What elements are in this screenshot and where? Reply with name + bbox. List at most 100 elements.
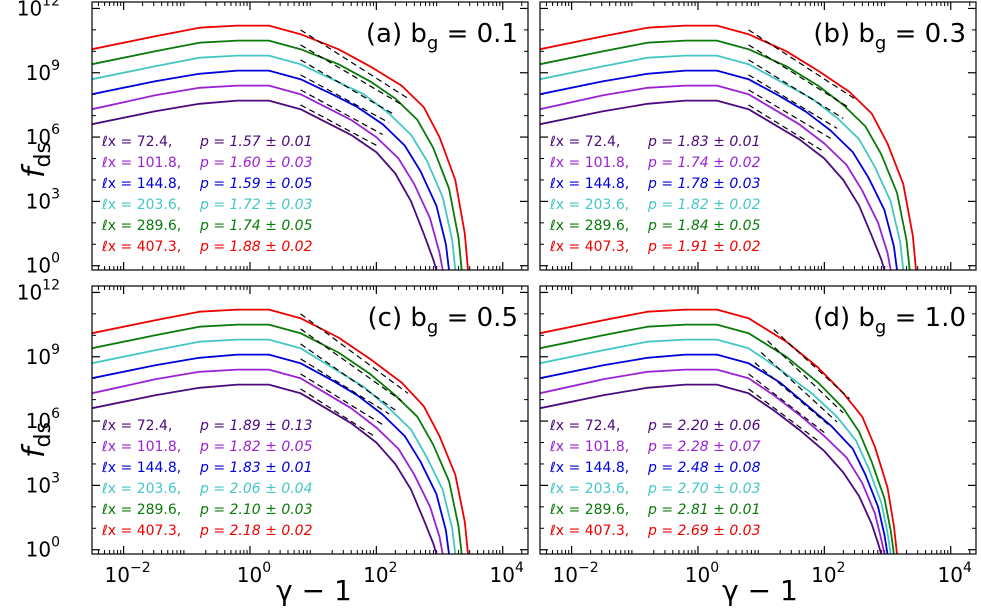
fit-line-lx-72.4 xyxy=(300,388,377,439)
x-tick-exp: 4 xyxy=(963,560,972,576)
y-tick-exp: 12 xyxy=(42,277,60,293)
annotation-lx-407.3: ℓx = 407.3, xyxy=(549,523,629,539)
annotation-lx-72.4: ℓx = 72.4, xyxy=(101,134,172,150)
x-tick-exp: −2 xyxy=(130,560,151,576)
series-line-lx-72.4 xyxy=(92,383,438,554)
annotation-p-144.8: p = 1.78 ± 0.03 xyxy=(647,176,761,192)
x-tick-base: 10 xyxy=(490,563,515,587)
annotation-p-144.8: p = 1.59 ± 0.05 xyxy=(199,176,313,192)
annotation-p-289.6: p = 2.10 ± 0.03 xyxy=(199,502,313,518)
x-tick-base: 10 xyxy=(105,563,130,587)
axes-frame xyxy=(539,1,977,271)
annotation-lx-101.8: ℓx = 101.8, xyxy=(101,155,181,171)
x-tick-label: 102 xyxy=(363,560,397,587)
axes-frame xyxy=(91,285,529,555)
panel-title-prefix: (c) b xyxy=(368,303,427,333)
y-tick-label: 106 xyxy=(26,122,60,149)
panel-title-prefix: (d) b xyxy=(813,303,875,333)
annotation-p-72.4: p = 1.89 ± 0.13 xyxy=(199,418,313,434)
panel-title: (d) bg = 1.0 xyxy=(813,303,966,338)
panel-title-sub: g xyxy=(427,33,438,54)
series-line-lx-407.3 xyxy=(92,24,469,270)
annotation-p-144.8: p = 1.83 ± 0.01 xyxy=(199,460,313,476)
annotation-lx-203.6: ℓx = 203.6, xyxy=(101,197,181,213)
annotation-lx-203.6: ℓx = 203.6, xyxy=(101,481,181,497)
fit-line-lx-407.3 xyxy=(300,313,409,394)
x-tick-base: 10 xyxy=(237,563,262,587)
series-line-lx-72.4 xyxy=(92,99,438,270)
y-tick-label: 106 xyxy=(26,406,60,433)
fit-line-lx-289.6 xyxy=(748,44,850,109)
y-tick-label: 1012 xyxy=(17,277,60,304)
annotation-p-203.6: p = 1.72 ± 0.03 xyxy=(199,197,313,213)
panel-title-sub: g xyxy=(427,317,438,338)
y-tick-base: 10 xyxy=(26,125,51,149)
annotation-lx-289.6: ℓx = 289.6, xyxy=(101,218,181,234)
annotation-lx-407.3: ℓx = 407.3, xyxy=(101,523,181,539)
y-tick-base: 10 xyxy=(17,280,42,304)
y-tick-base: 10 xyxy=(26,254,51,278)
y-tick-exp: 3 xyxy=(51,470,60,486)
y-tick-base: 10 xyxy=(26,345,51,369)
axes-frame xyxy=(539,285,977,555)
annotation-lx-203.6: ℓx = 203.6, xyxy=(549,481,629,497)
fit-line-lx-144.8 xyxy=(300,358,390,415)
annotation-p-203.6: p = 1.82 ± 0.02 xyxy=(647,197,761,213)
y-tick-exp: 3 xyxy=(51,186,60,202)
annotation-lx-101.8: ℓx = 101.8, xyxy=(549,439,629,455)
annotation-p-203.6: p = 2.06 ± 0.04 xyxy=(199,481,313,497)
y-tick-label: 103 xyxy=(26,470,60,497)
series-line-lx-72.4 xyxy=(540,383,883,554)
plot-area xyxy=(92,24,469,270)
annotation-lx-407.3: ℓx = 407.3, xyxy=(549,239,629,255)
fit-line-lx-101.8 xyxy=(300,373,383,426)
y-tick-exp: 0 xyxy=(51,535,60,551)
panel-title-suffix: = 0.3 xyxy=(886,19,966,49)
y-tick-label: 103 xyxy=(26,186,60,213)
panel-b: (b) bg = 0.3 ℓx = 72.4, p = 1.83 ± 0.01 ℓx … xyxy=(539,1,977,271)
annotation-p-289.6: p = 2.81 ± 0.01 xyxy=(647,502,761,518)
x-tick-label: 104 xyxy=(938,560,972,587)
y-tick-base: 10 xyxy=(17,0,42,20)
panel-title-prefix: (a) b xyxy=(366,19,427,49)
panel-title: (c) bg = 0.5 xyxy=(368,303,518,338)
x-tick-label: 100 xyxy=(685,560,719,587)
series-line-lx-289.6 xyxy=(92,323,463,554)
fit-line-lx-101.8 xyxy=(748,373,825,434)
annotation-lx-72.4: ℓx = 72.4, xyxy=(549,418,620,434)
y-tick-label: 109 xyxy=(26,58,60,85)
series-line-lx-72.4 xyxy=(540,99,886,270)
annotation-p-203.6: p = 2.70 ± 0.03 xyxy=(647,481,761,497)
annotation-lx-101.8: ℓx = 101.8, xyxy=(549,155,629,171)
axes-frame xyxy=(91,1,529,271)
x-tick-label: 10−2 xyxy=(553,560,599,587)
annotation-p-144.8: p = 2.48 ± 0.08 xyxy=(647,460,761,476)
fit-line-lx-144.8 xyxy=(300,74,390,124)
fit-line-lx-289.6 xyxy=(300,328,402,402)
y-tick-base: 10 xyxy=(26,409,51,433)
fit-line-lx-407.3 xyxy=(300,29,409,99)
annotation-lx-144.8: ℓx = 144.8, xyxy=(549,460,629,476)
fit-line-lx-203.6 xyxy=(300,59,396,116)
series-line-lx-407.3 xyxy=(92,308,469,554)
panel-title-suffix: = 0.1 xyxy=(438,19,518,49)
y-tick-label: 100 xyxy=(26,535,60,562)
panel-title-prefix: (b) b xyxy=(813,19,875,49)
x-tick-label: 104 xyxy=(490,560,524,587)
fit-line-lx-144.8 xyxy=(754,362,832,428)
annotation-lx-407.3: ℓx = 407.3, xyxy=(101,239,181,255)
fit-line-lx-203.6 xyxy=(748,59,844,119)
annotation-p-101.8: p = 2.28 ± 0.07 xyxy=(647,439,761,455)
annotation-lx-289.6: ℓx = 289.6, xyxy=(549,218,629,234)
x-tick-base: 10 xyxy=(811,563,836,587)
series-line-lx-289.6 xyxy=(540,323,895,554)
fit-line-lx-101.8 xyxy=(300,89,383,136)
annotation-lx-144.8: ℓx = 144.8, xyxy=(549,176,629,192)
series-line-lx-407.3 xyxy=(540,308,898,554)
x-tick-base: 10 xyxy=(553,563,578,587)
annotation-p-407.3: p = 2.18 ± 0.02 xyxy=(199,523,313,539)
annotation-lx-72.4: ℓx = 72.4, xyxy=(101,418,172,434)
series-line-lx-144.8 xyxy=(92,353,450,554)
plot-area xyxy=(540,24,917,270)
